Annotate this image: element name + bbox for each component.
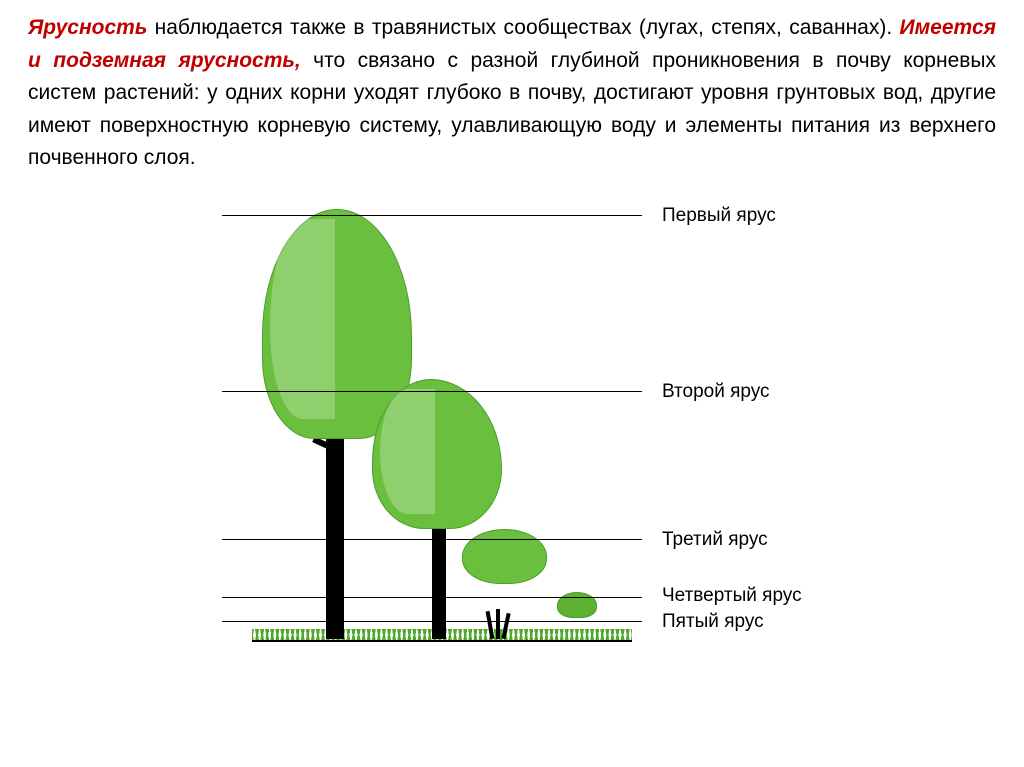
tier-line xyxy=(222,215,642,216)
tall-tree-crown-highlight-icon xyxy=(270,219,335,419)
shrub-stem-icon xyxy=(496,609,500,639)
body-text-1: наблюдается также в травянистых сообщест… xyxy=(147,16,899,39)
tier-line xyxy=(222,597,642,598)
tier-label: Четвертый ярус xyxy=(662,585,802,607)
tier-line xyxy=(222,539,642,540)
tier-label: Третий ярус xyxy=(662,529,768,551)
layering-diagram: Первый ярус Второй ярус Третий ярус Четверт… xyxy=(102,199,922,679)
shrub-crown-icon xyxy=(462,529,547,584)
tier-label: Второй ярус xyxy=(662,381,770,403)
mid-tree-crown-highlight-icon xyxy=(380,389,435,514)
tier-label: Пятый ярус xyxy=(662,611,764,633)
lead-term-1: Ярусность xyxy=(28,16,147,39)
tier-label: Первый ярус xyxy=(662,205,776,227)
tier-line xyxy=(222,391,642,392)
ground-line xyxy=(252,640,632,642)
body-paragraph: Ярусность наблюдается также в травянисты… xyxy=(28,12,996,175)
small-bush-icon xyxy=(557,592,597,618)
tier-line xyxy=(222,621,642,622)
